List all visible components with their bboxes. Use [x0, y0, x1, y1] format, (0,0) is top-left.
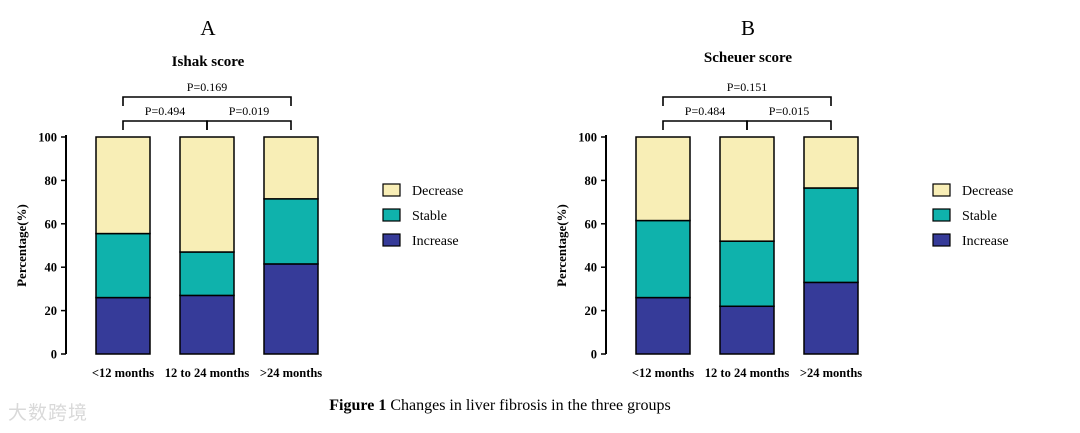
panel-2-bar-decrease-1: [635, 136, 691, 222]
panel-2-legend-swatch-increase: [932, 233, 951, 247]
panel-1-bar-increase-1: [95, 296, 151, 355]
panel-1-significance-bracket: [206, 120, 292, 130]
panel-1-bar-decrease-3: [263, 136, 319, 200]
panel-2-bar-stable-3: [803, 187, 859, 284]
panel-1-bar-decrease-1: [95, 136, 151, 235]
panel-1-title: Ishak score: [172, 54, 245, 70]
panel-1-p-value-label: P=0.169: [187, 80, 227, 94]
panel-2-y-axis-label: Percentage(%): [554, 204, 569, 287]
panel-1-panel-label: A: [200, 16, 216, 40]
panel-1-x-tick-label: >24 months: [260, 366, 322, 380]
panel-1-x-tick-label: 12 to 24 months: [165, 366, 250, 380]
panel-2-y-tick-label: 60: [585, 217, 598, 231]
panel-2-p-value-label: P=0.484: [685, 104, 725, 118]
panel-1-bar-increase-2: [179, 294, 235, 355]
panel-2-y-tick-label: 0: [591, 348, 597, 362]
panel-2-legend-swatch-decrease: [932, 183, 951, 197]
panel-2-legend-label-increase: Increase: [962, 234, 1009, 249]
panel-1-significance-bracket: [122, 120, 208, 130]
panel-1-y-axis-label: Percentage(%): [14, 204, 29, 287]
panel-2-p-value-label: P=0.151: [727, 80, 767, 94]
panel-2-significance-bracket: [746, 120, 832, 130]
panel-2-significance-bracket: [662, 120, 748, 130]
panel-2-bar-increase-2: [719, 305, 775, 355]
panel-2-x-tick-label: <12 months: [632, 366, 694, 380]
panel-2-panel-label: B: [741, 16, 755, 40]
panel-2-bar-decrease-3: [803, 136, 859, 189]
panel-1-bar-stable-2: [179, 251, 235, 297]
panel-1-significance-bracket: [122, 96, 292, 106]
panel-2-bar-decrease-2: [719, 136, 775, 242]
caption-text: Changes in liver fibrosis in the three g…: [390, 397, 671, 414]
panel-1-bar-stable-1: [95, 232, 151, 299]
panel-1-x-tick-label: <12 months: [92, 366, 154, 380]
panel-2-legend-label-stable: Stable: [962, 209, 997, 224]
panel-2-y-tick-label: 40: [585, 261, 598, 275]
panel-2-legend-swatch-stable: [932, 208, 951, 222]
panel-2-y-tick-label: 80: [585, 174, 598, 188]
panel-1-y-tick-label: 80: [45, 174, 58, 188]
panel-1-y-tick-label: 40: [45, 261, 58, 275]
panel-1-legend-swatch-stable: [382, 208, 401, 222]
panel-2-significance-bracket: [662, 96, 832, 106]
panel-2-bar-stable-2: [719, 240, 775, 308]
panel-1-p-value-label: P=0.019: [229, 104, 269, 118]
watermark: 大数跨境: [8, 402, 89, 424]
panel-2-x-tick-label: >24 months: [800, 366, 862, 380]
panel-1-bar-stable-3: [263, 198, 319, 265]
figure-caption: Figure 1 Changes in liver fibrosis in th…: [0, 397, 1000, 415]
caption-label: Figure 1: [329, 397, 387, 414]
panel-1-legend-label-stable: Stable: [412, 209, 447, 224]
panel-2-y-tick-label: 100: [578, 131, 597, 145]
panel-1-bar-increase-3: [263, 263, 319, 355]
panel-1-y-tick-label: 60: [45, 217, 58, 231]
panel-2-title: Scheuer score: [704, 50, 793, 66]
panel-1-bar-decrease-2: [179, 136, 235, 253]
panel-1-y-tick-label: 20: [45, 304, 58, 318]
panel-2-p-value-label: P=0.015: [769, 104, 809, 118]
panel-2-bar-increase-3: [803, 281, 859, 355]
panel-1-legend-swatch-decrease: [382, 183, 401, 197]
panel-1-legend-label-decrease: Decrease: [412, 184, 463, 199]
panel-2-bar-increase-1: [635, 296, 691, 355]
panel-2-bar-stable-1: [635, 219, 691, 299]
panel-2-x-tick-label: 12 to 24 months: [705, 366, 790, 380]
panel-2-legend-label-decrease: Decrease: [962, 184, 1013, 199]
panel-1-legend-label-increase: Increase: [412, 234, 459, 249]
panel-1-legend-swatch-increase: [382, 233, 401, 247]
panel-2-y-tick-label: 20: [585, 304, 598, 318]
panel-1-y-tick-label: 100: [38, 131, 57, 145]
panel-1-y-tick-label: 0: [51, 348, 57, 362]
panel-1-p-value-label: P=0.494: [145, 104, 185, 118]
